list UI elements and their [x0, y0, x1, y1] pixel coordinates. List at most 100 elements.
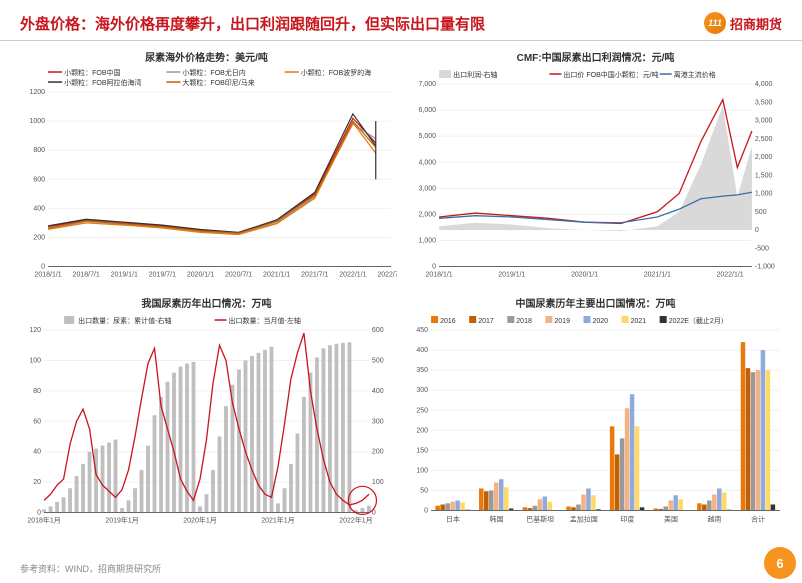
- page-title: 外盘价格：海外价格再度攀升，出口利润跟随回升，但实际出口量有限: [20, 13, 704, 34]
- svg-text:0: 0: [424, 507, 428, 514]
- svg-text:2021/7/1: 2021/7/1: [301, 272, 328, 279]
- svg-text:50: 50: [420, 487, 428, 494]
- svg-text:3,000: 3,000: [755, 118, 773, 125]
- svg-text:150: 150: [416, 447, 428, 454]
- logo-badge-icon: 111: [704, 12, 726, 34]
- svg-text:3,000: 3,000: [419, 185, 437, 192]
- svg-text:200: 200: [416, 427, 428, 434]
- svg-text:2018/1/1: 2018/1/1: [425, 272, 452, 279]
- svg-text:2021/1/1: 2021/1/1: [644, 272, 671, 279]
- svg-text:3,500: 3,500: [755, 99, 773, 106]
- svg-text:600: 600: [372, 327, 384, 334]
- svg-text:2017: 2017: [478, 318, 494, 325]
- svg-text:100: 100: [372, 479, 384, 486]
- svg-text:1200: 1200: [29, 89, 45, 96]
- chart3-svg: 出口数量：尿素：累计值-右轴出口数量：当月值-左轴020406080100120…: [16, 312, 397, 533]
- svg-text:小颗粒：FOB波罗的海: 小颗粒：FOB波罗的海: [301, 68, 371, 77]
- svg-text:60: 60: [33, 418, 41, 425]
- svg-text:100: 100: [416, 467, 428, 474]
- svg-text:2020/1/1: 2020/1/1: [187, 272, 214, 279]
- svg-text:120: 120: [29, 327, 41, 334]
- footer-source: 参考资料：WIND，招商期货研究所: [20, 562, 161, 575]
- svg-text:离港主流价格: 离港主流价格: [674, 70, 716, 79]
- chart-panel-overseas-price: 尿素海外价格走势：美元/吨 小颗粒：FOB中国小颗粒：FOB尤日内小颗粒：FOB…: [12, 45, 401, 291]
- chart-panel-export-volume: 我国尿素历年出口情况：万吨 出口数量：尿素：累计值-右轴出口数量：当月值-左轴0…: [12, 291, 401, 537]
- svg-text:2022/1/1: 2022/1/1: [716, 272, 743, 279]
- svg-text:300: 300: [372, 418, 384, 425]
- svg-text:0: 0: [755, 227, 759, 234]
- svg-text:5,000: 5,000: [419, 133, 437, 140]
- svg-text:-500: -500: [755, 245, 769, 252]
- svg-text:出口价 FOB中国小颗粒：元/吨: 出口价 FOB中国小颗粒：元/吨: [563, 70, 658, 79]
- svg-text:6,000: 6,000: [419, 107, 437, 114]
- svg-text:孟加拉国: 孟加拉国: [570, 514, 598, 523]
- svg-text:印度: 印度: [620, 514, 634, 523]
- svg-text:2,000: 2,000: [419, 211, 437, 218]
- svg-text:400: 400: [33, 205, 45, 212]
- svg-text:2018: 2018: [516, 318, 532, 325]
- svg-text:2022年1月: 2022年1月: [339, 515, 372, 524]
- svg-text:2018/1/1: 2018/1/1: [34, 272, 61, 279]
- svg-text:日本: 日本: [446, 514, 460, 523]
- svg-text:2022/7/1: 2022/7/1: [377, 272, 397, 279]
- svg-text:合计: 合计: [751, 514, 765, 523]
- svg-text:4,000: 4,000: [419, 159, 437, 166]
- svg-text:小颗粒：FOB中国: 小颗粒：FOB中国: [64, 68, 120, 77]
- svg-text:0: 0: [41, 264, 45, 271]
- chart2-title: CMF:中国尿素出口利润情况：元/吨: [517, 49, 675, 64]
- svg-text:2018年1月: 2018年1月: [27, 515, 60, 524]
- svg-text:0: 0: [37, 509, 41, 516]
- svg-text:2020: 2020: [592, 318, 608, 325]
- svg-text:300: 300: [416, 387, 428, 394]
- page-number-badge: 6: [764, 547, 796, 579]
- svg-text:100: 100: [29, 357, 41, 364]
- chart4-title: 中国尿素历年主要出口国情况：万吨: [516, 295, 676, 310]
- svg-text:美国: 美国: [664, 514, 678, 523]
- svg-text:-1,000: -1,000: [755, 264, 775, 271]
- chart-panel-export-country: 中国尿素历年主要出口国情况：万吨 2016 2017 2018 2019 2020 202…: [401, 291, 790, 537]
- chart4-svg: 2016201720182019202020212022E（截止2月）05010…: [405, 312, 786, 533]
- svg-text:7,000: 7,000: [419, 81, 437, 88]
- svg-text:2020/7/1: 2020/7/1: [225, 272, 252, 279]
- svg-text:2016: 2016: [440, 318, 456, 325]
- svg-text:600: 600: [33, 176, 45, 183]
- svg-text:800: 800: [33, 147, 45, 154]
- svg-text:2022E（截止2月）: 2022E（截止2月）: [669, 316, 728, 325]
- svg-text:400: 400: [372, 387, 384, 394]
- svg-text:500: 500: [755, 209, 767, 216]
- svg-text:1,000: 1,000: [419, 237, 437, 244]
- svg-text:2019: 2019: [554, 318, 570, 325]
- svg-text:2021/1/1: 2021/1/1: [263, 272, 290, 279]
- chart1-svg: 小颗粒：FOB中国小颗粒：FOB尤日内小颗粒：FOB波罗的海小颗粒：FOB阿拉伯…: [16, 66, 397, 287]
- chart1-title: 尿素海外价格走势：美元/吨: [145, 49, 268, 64]
- chart3-title: 我国尿素历年出口情况：万吨: [142, 295, 272, 310]
- svg-text:2018/7/1: 2018/7/1: [73, 272, 100, 279]
- svg-text:1,000: 1,000: [755, 191, 773, 198]
- svg-text:80: 80: [33, 387, 41, 394]
- svg-text:出口利润-右轴: 出口利润-右轴: [453, 70, 497, 79]
- svg-text:越南: 越南: [708, 514, 722, 523]
- svg-text:2021年1月: 2021年1月: [261, 515, 294, 524]
- svg-text:2,000: 2,000: [755, 154, 773, 161]
- svg-text:0: 0: [432, 264, 436, 271]
- svg-text:韩国: 韩国: [489, 514, 503, 523]
- svg-text:巴基斯坦: 巴基斯坦: [526, 514, 554, 523]
- logo-text: 招商期货: [730, 14, 782, 33]
- chart-panel-export-profit: CMF:中国尿素出口利润情况：元/吨 出口利润-右轴 出口价 FOB中国小颗粒：元…: [401, 45, 790, 291]
- svg-text:2019/1/1: 2019/1/1: [498, 272, 525, 279]
- svg-text:2019年1月: 2019年1月: [105, 515, 138, 524]
- svg-text:2020/1/1: 2020/1/1: [571, 272, 598, 279]
- svg-text:4,000: 4,000: [755, 81, 773, 88]
- svg-text:出口数量：当月值-左轴: 出口数量：当月值-左轴: [229, 316, 301, 325]
- svg-text:500: 500: [372, 357, 384, 364]
- svg-text:1000: 1000: [29, 118, 45, 125]
- svg-text:200: 200: [372, 448, 384, 455]
- svg-text:2019/1/1: 2019/1/1: [111, 272, 138, 279]
- svg-text:250: 250: [416, 407, 428, 414]
- svg-text:200: 200: [33, 234, 45, 241]
- svg-text:40: 40: [33, 448, 41, 455]
- svg-text:2019/7/1: 2019/7/1: [149, 272, 176, 279]
- svg-text:2022/1/1: 2022/1/1: [339, 272, 366, 279]
- svg-text:大颗粒：FOB印尼/马来: 大颗粒：FOB印尼/马来: [182, 78, 254, 87]
- svg-text:小颗粒：FOB阿拉伯海湾: 小颗粒：FOB阿拉伯海湾: [64, 78, 141, 87]
